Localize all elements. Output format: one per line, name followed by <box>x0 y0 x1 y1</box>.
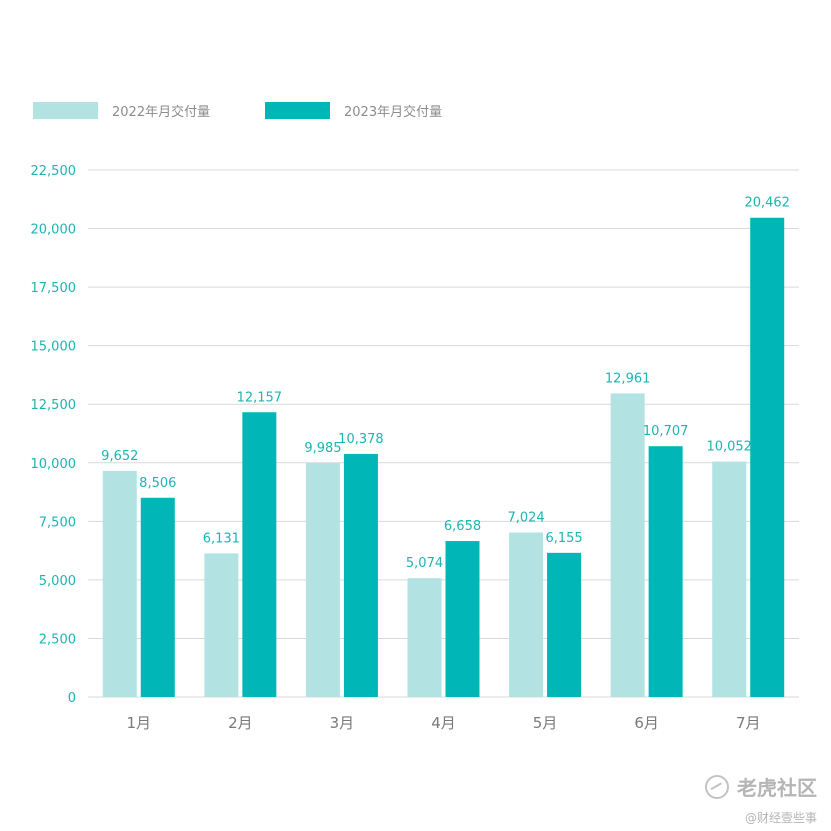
watermark-logo: 老虎社区 <box>705 772 817 801</box>
legend-swatch-2022 <box>33 102 98 119</box>
bar <box>445 541 480 697</box>
y-tick-label: 20,000 <box>31 223 77 238</box>
legend-label-2023: 2023年月交付量 <box>344 105 443 120</box>
y-tick-label: 7,500 <box>39 515 76 530</box>
x-tick-label: 6月 <box>634 714 659 732</box>
legend-item-2023: 2023年月交付量 <box>265 101 442 120</box>
watermark: 老虎社区 @财经壹些事 <box>705 772 817 826</box>
data-label: 6,658 <box>444 519 481 534</box>
bar <box>712 461 747 697</box>
bar <box>204 553 239 697</box>
bar <box>547 552 582 697</box>
data-label: 6,131 <box>203 531 240 546</box>
watermark-brand: 老虎社区 <box>737 776 817 800</box>
y-tick-label: 2,500 <box>39 632 76 647</box>
bar <box>648 446 683 697</box>
data-label: 6,155 <box>545 531 582 546</box>
x-tick-label: 2月 <box>228 714 253 732</box>
bar <box>509 532 544 697</box>
y-tick-label: 10,000 <box>31 457 77 472</box>
y-tick-label: 5,000 <box>39 574 76 589</box>
x-tick-label: 5月 <box>533 714 558 732</box>
data-label: 10,378 <box>338 432 384 447</box>
data-label: 12,961 <box>605 371 651 386</box>
bar <box>102 470 137 697</box>
bar <box>407 578 442 697</box>
data-label: 10,052 <box>706 440 752 455</box>
bar <box>242 412 277 697</box>
y-tick-label: 17,500 <box>31 281 77 296</box>
y-tick-label: 0 <box>68 691 76 706</box>
legend-label-2022: 2022年月交付量 <box>112 105 211 120</box>
bar <box>750 217 785 697</box>
x-tick-label: 4月 <box>431 714 456 732</box>
data-label: 9,985 <box>304 441 341 456</box>
y-tick-label: 12,500 <box>31 398 77 413</box>
legend-item-2022: 2022年月交付量 <box>33 101 210 120</box>
bar <box>140 497 175 697</box>
x-tick-label: 3月 <box>330 714 355 732</box>
data-label: 20,462 <box>744 196 790 211</box>
data-label: 10,707 <box>643 424 689 439</box>
data-label: 5,074 <box>406 556 443 571</box>
x-tick-label: 1月 <box>127 714 152 732</box>
bar <box>305 463 340 697</box>
bar <box>343 453 378 697</box>
y-tick-label: 22,500 <box>31 164 77 179</box>
data-label: 9,652 <box>101 449 138 464</box>
x-tick-label: 7月 <box>736 714 761 732</box>
data-label: 8,506 <box>139 476 176 491</box>
bar <box>610 393 645 697</box>
y-tick-label: 15,000 <box>31 340 77 355</box>
data-label: 7,024 <box>507 510 544 525</box>
data-label: 12,157 <box>237 390 283 405</box>
tiger-community-icon <box>705 774 729 799</box>
legend-swatch-2023 <box>265 102 330 119</box>
watermark-sub: @财经壹些事 <box>744 811 817 825</box>
